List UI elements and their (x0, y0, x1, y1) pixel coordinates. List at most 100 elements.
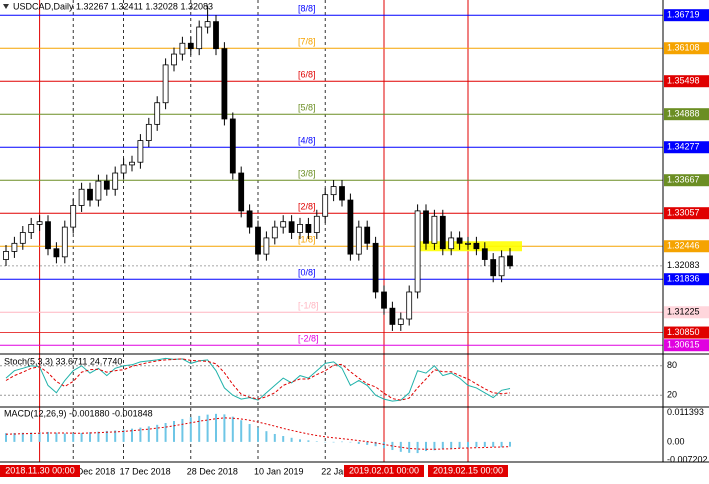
macd-bar (383, 441, 385, 449)
macd-bar (139, 427, 142, 442)
macd-bar (433, 441, 436, 451)
candle-body (490, 259, 497, 277)
stoch-main (5, 357, 511, 402)
macd-bar (89, 432, 91, 442)
candle-body (154, 102, 161, 125)
candle-body (448, 237, 455, 250)
candle-body (473, 242, 480, 250)
macd-bar (72, 433, 75, 442)
macd-signal (5, 417, 511, 450)
marker-tag (428, 465, 508, 477)
macd-tick-label: 0.011393 (667, 407, 704, 417)
candle-body (3, 251, 9, 260)
candle-body (297, 223, 303, 233)
macd-bar (173, 420, 175, 442)
macd-bar (441, 441, 444, 449)
level-label: [4/8] (298, 136, 316, 146)
macd-bar (483, 441, 486, 447)
macd-bar (38, 432, 41, 442)
macd-bar (30, 432, 33, 442)
macd-bar (55, 432, 58, 442)
candle-body (456, 237, 463, 244)
candle-body (103, 180, 110, 190)
candle-body (322, 194, 329, 217)
candle-body (11, 242, 18, 252)
candle-body (204, 21, 211, 28)
macd-bar (223, 414, 226, 442)
price-tag (664, 42, 709, 55)
candle-body (330, 186, 337, 196)
macd-bar (257, 427, 259, 442)
x-tick-label: 17 Dec 2018 (120, 466, 171, 476)
candle-body (162, 64, 169, 104)
macd-bar (80, 432, 83, 442)
price-tag-label: 1.32083 (667, 260, 700, 270)
candle-body (465, 242, 471, 245)
candle-body (339, 186, 345, 201)
level-label: [0/8] (298, 268, 316, 278)
candle-body (112, 172, 119, 190)
macd-bar (509, 441, 511, 447)
macd-bar (450, 441, 453, 449)
candle-body (355, 226, 362, 255)
candle-body (498, 256, 505, 277)
macd-bar (156, 424, 159, 442)
level-label: [7/8] (298, 37, 316, 47)
candle-body (423, 210, 429, 244)
macd-tick-label: -0.007202 (667, 455, 708, 465)
macd-bar (63, 433, 66, 442)
macd-bar (265, 431, 268, 442)
candle-body (213, 21, 219, 50)
level-label: [-2/8] (298, 334, 319, 344)
price-tag (664, 141, 709, 154)
macd-bar (198, 415, 201, 442)
macd-bar (240, 420, 243, 442)
candle-body (120, 164, 127, 174)
candle-body (246, 210, 253, 228)
marker-tag-label: 2019.02.15 00:00 (433, 465, 503, 475)
candle-body (507, 255, 513, 267)
candle-body (313, 215, 320, 233)
level-label: [5/8] (298, 103, 316, 113)
macd-bar (349, 441, 352, 443)
candle-body (187, 42, 194, 50)
candle-body (397, 318, 404, 325)
candle-body (347, 199, 354, 255)
price-tag (664, 259, 709, 272)
price-tag (664, 339, 709, 352)
macd-bar (13, 432, 16, 442)
level-label: [3/8] (298, 169, 316, 179)
macd-bar (399, 441, 402, 452)
price-tag (664, 108, 709, 121)
marker-tag-label: 2019.02.01 00:00 (349, 465, 419, 475)
x-tick-label: 28 Dec 2018 (187, 466, 238, 476)
macd-bar (458, 441, 461, 448)
macd-bar (147, 426, 150, 442)
candle-body (61, 226, 68, 258)
highlight-zone (417, 241, 522, 252)
candle-body (196, 26, 203, 50)
candle-body (221, 48, 228, 120)
macd-bar (114, 430, 117, 442)
macd-bar (206, 414, 209, 442)
candle-body (78, 188, 85, 206)
candle-body (179, 42, 186, 55)
price-tag (664, 9, 709, 22)
macd-bar (357, 441, 360, 444)
macd-bar (290, 437, 293, 442)
macd-bar (408, 441, 411, 453)
level-label: [2/8] (298, 202, 316, 212)
candle-body (280, 221, 287, 228)
price-tag-label: 1.36108 (667, 43, 700, 53)
chart-title: USDCAD,Daily 1.32267 1.32411 1.32028 1.3… (13, 1, 213, 11)
macd-bar (5, 433, 7, 442)
macd-bar (391, 441, 394, 451)
candle-body (263, 237, 270, 255)
macd-bar (324, 441, 327, 443)
macd-bar (282, 436, 285, 442)
stoch-signal (5, 358, 511, 401)
macd-bar (97, 431, 100, 442)
candle-body (145, 123, 152, 141)
